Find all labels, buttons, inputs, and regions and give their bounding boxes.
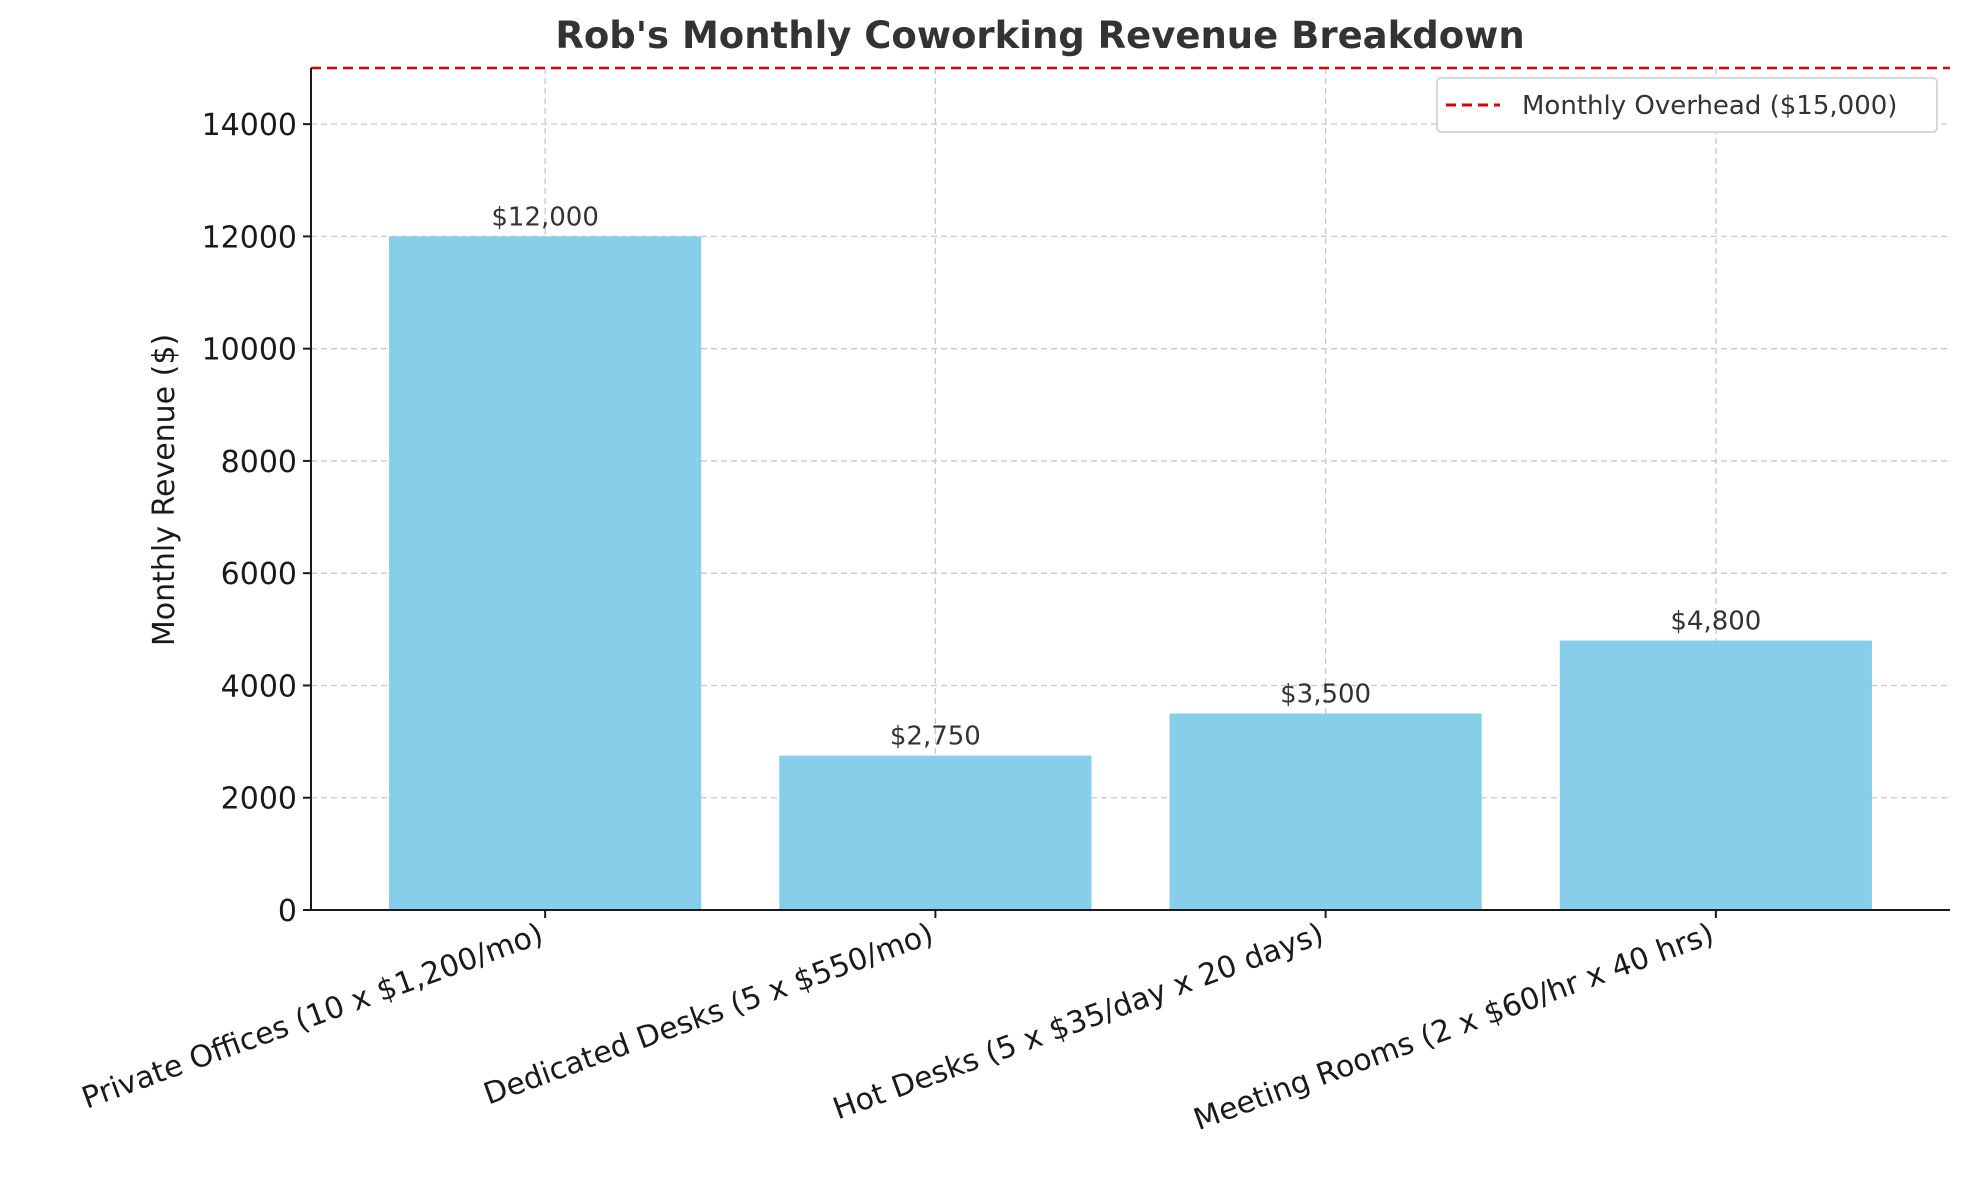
bar-1 — [779, 755, 1092, 910]
bar-0 — [389, 236, 702, 910]
legend-label-overhead: Monthly Overhead ($15,000) — [1522, 91, 1897, 121]
data-labels: $12,000 $2,750 $3,500 $4,800 — [491, 202, 1761, 751]
data-label-3: $4,800 — [1670, 607, 1761, 637]
chart-title: Rob's Monthly Coworking Revenue Breakdow… — [555, 14, 1524, 57]
bars — [389, 236, 1872, 910]
y-tick-label-10000: 10000 — [202, 333, 297, 368]
y-tick-label-4000: 4000 — [221, 669, 297, 704]
y-tick-label-8000: 8000 — [221, 445, 297, 480]
y-tick-label-14000: 14000 — [202, 108, 297, 143]
bar-2 — [1169, 713, 1482, 910]
y-tick-label-12000: 12000 — [202, 220, 297, 255]
axes — [303, 68, 1950, 918]
bar-3 — [1559, 640, 1872, 910]
y-tick-label-2000: 2000 — [221, 782, 297, 817]
y-axis-label: Monthly Revenue ($) — [147, 334, 182, 646]
legend: Monthly Overhead ($15,000) — [1436, 77, 1938, 133]
data-label-0: $12,000 — [491, 202, 599, 232]
x-tick-labels: Private Offices (10 x $1,200/mo)Dedicate… — [77, 917, 1718, 1138]
data-label-2: $3,500 — [1280, 680, 1371, 710]
legend-box — [1436, 77, 1938, 133]
y-tick-labels: 0 2000 4000 6000 8000 10000 12000 14000 — [202, 108, 297, 929]
data-label-1: $2,750 — [890, 722, 981, 752]
x-tick-label-0: Private Offices (10 x $1,200/mo) — [77, 917, 547, 1117]
y-tick-label-0: 0 — [278, 894, 297, 929]
y-tick-label-6000: 6000 — [221, 557, 297, 592]
